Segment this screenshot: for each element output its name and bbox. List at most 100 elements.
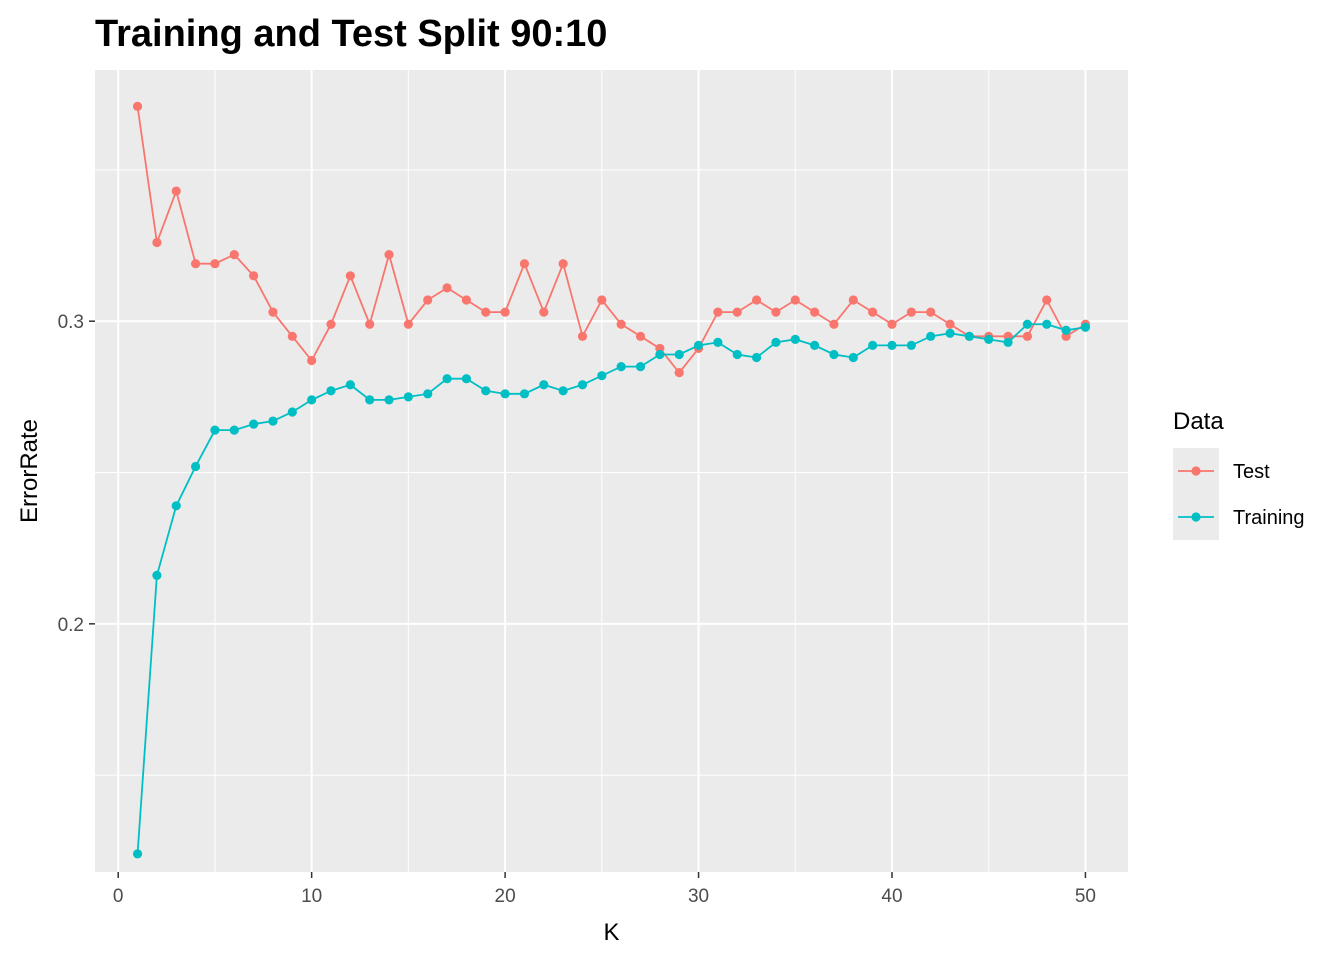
- data-point-test: [790, 295, 800, 305]
- x-tick-label: 40: [881, 886, 902, 907]
- data-point-test: [771, 307, 781, 317]
- data-point-test: [558, 259, 568, 269]
- data-point-test: [287, 331, 297, 341]
- data-point-training: [1003, 337, 1013, 347]
- data-point-test: [171, 186, 181, 196]
- data-point-test: [732, 307, 742, 317]
- data-point-training: [906, 340, 916, 351]
- data-point-training: [558, 386, 568, 396]
- data-point-test: [577, 331, 588, 341]
- y-tick-label: 0.2: [58, 615, 84, 636]
- data-point-training: [674, 349, 684, 360]
- data-point-test: [307, 355, 317, 366]
- data-point-training: [423, 389, 433, 399]
- data-point-test: [365, 319, 375, 329]
- data-point-test: [132, 101, 143, 111]
- data-point-training: [577, 380, 588, 390]
- legend-key-point: [1191, 466, 1201, 476]
- data-point-training: [887, 340, 897, 351]
- data-point-test: [674, 368, 684, 378]
- data-point-training: [635, 361, 646, 372]
- data-point-test: [229, 250, 239, 260]
- data-point-test: [326, 319, 336, 329]
- data-point-training: [442, 374, 452, 384]
- major-gridlines: [95, 70, 1128, 872]
- data-point-training: [868, 340, 878, 351]
- data-point-test: [403, 319, 413, 329]
- data-point-training: [287, 407, 297, 417]
- data-point-training: [713, 337, 723, 347]
- series-training: [132, 319, 1091, 859]
- x-tick-label: 10: [301, 886, 322, 907]
- data-point-training: [384, 395, 394, 405]
- data-point-test: [384, 250, 394, 260]
- data-point-training: [771, 337, 781, 347]
- data-point-test: [926, 307, 936, 317]
- data-point-test: [751, 295, 762, 305]
- data-point-training: [249, 419, 259, 429]
- data-point-training: [984, 334, 994, 344]
- data-point-test: [519, 259, 530, 269]
- minor-gridlines: [95, 70, 1128, 872]
- data-point-test: [500, 307, 510, 317]
- data-point-test: [616, 319, 626, 329]
- data-point-training: [655, 349, 665, 360]
- data-point-training: [539, 380, 549, 390]
- legend-label-training: Training: [1233, 507, 1305, 529]
- series-test: [132, 101, 1091, 378]
- legend-label-test: Test: [1233, 461, 1270, 483]
- data-point-test: [442, 283, 452, 293]
- data-point-test: [829, 319, 839, 329]
- data-point-test: [597, 295, 607, 305]
- data-point-training: [461, 374, 472, 384]
- data-point-test: [461, 295, 472, 305]
- data-point-test: [268, 307, 278, 317]
- data-point-training: [790, 334, 800, 344]
- data-point-training: [345, 380, 355, 390]
- data-point-training: [1080, 322, 1091, 332]
- data-point-training: [945, 328, 955, 338]
- data-point-test: [887, 319, 897, 329]
- data-point-training: [500, 389, 510, 399]
- data-point-training: [519, 389, 530, 399]
- x-tick-label: 0: [113, 886, 124, 907]
- data-point-test: [423, 295, 433, 305]
- data-point-test: [906, 307, 916, 317]
- y-tick-label: 0.3: [58, 312, 84, 333]
- data-point-test: [810, 307, 820, 317]
- data-point-training: [171, 501, 181, 511]
- x-axis-title: K: [603, 919, 619, 946]
- data-point-training: [597, 371, 607, 381]
- data-point-test: [868, 307, 878, 317]
- data-point-training: [326, 386, 336, 396]
- data-point-training: [693, 340, 704, 351]
- data-point-test: [848, 295, 858, 305]
- data-point-test: [635, 331, 646, 341]
- data-point-training: [152, 570, 162, 581]
- data-point-training: [829, 349, 839, 360]
- data-point-training: [365, 395, 375, 405]
- data-point-training: [268, 416, 278, 426]
- y-axis: 0.2 0.3: [58, 312, 95, 636]
- data-point-training: [190, 461, 201, 472]
- data-point-training: [307, 395, 317, 405]
- data-point-test: [945, 319, 955, 329]
- data-point-test: [210, 259, 220, 269]
- plot-panel: [95, 70, 1128, 872]
- legend: Data Test Training: [1173, 408, 1305, 540]
- data-point-training: [1042, 319, 1052, 329]
- legend-item-test: Test: [1173, 448, 1270, 494]
- data-point-training: [751, 352, 762, 363]
- data-point-training: [132, 849, 143, 859]
- data-point-test: [539, 307, 549, 317]
- y-axis-title: ErrorRate: [16, 419, 43, 523]
- data-point-training: [1022, 319, 1033, 329]
- legend-title: Data: [1173, 408, 1224, 435]
- data-point-test: [1022, 331, 1033, 341]
- data-point-training: [848, 352, 858, 363]
- data-point-test: [713, 307, 723, 317]
- data-point-training: [810, 340, 820, 351]
- data-point-test: [481, 307, 491, 317]
- legend-key-point: [1191, 512, 1201, 522]
